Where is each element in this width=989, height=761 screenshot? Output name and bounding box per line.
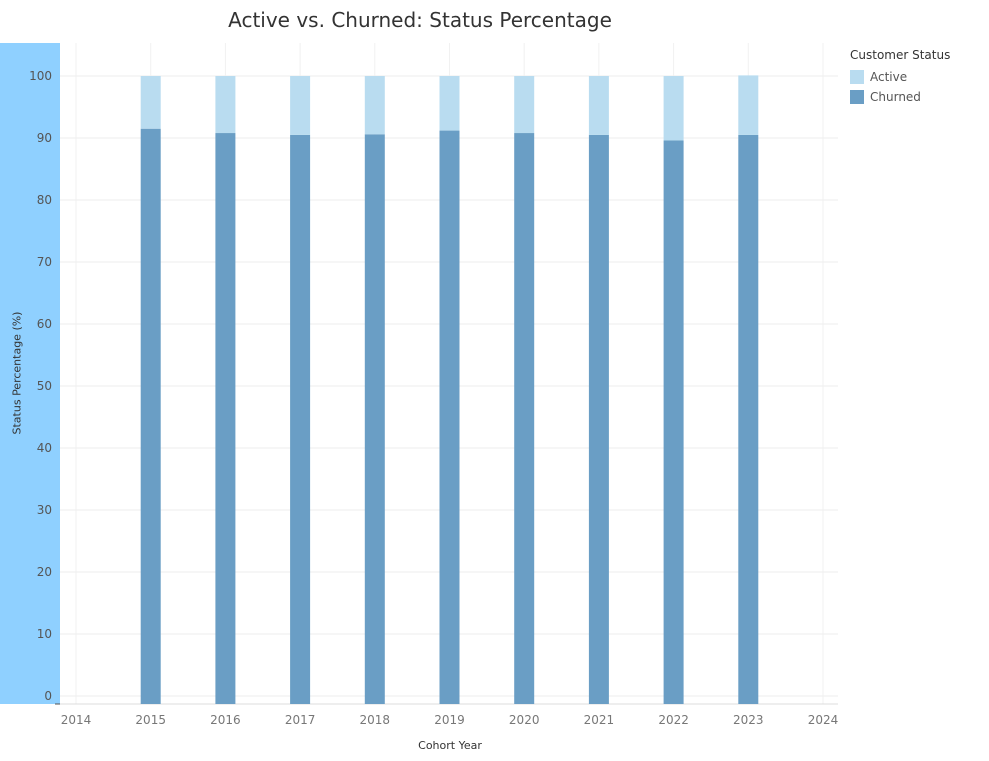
bar-active-2022 <box>663 76 684 141</box>
x-tick-label: 2024 <box>808 713 839 727</box>
x-tick-label: 2023 <box>733 713 764 727</box>
bar-churned-2017 <box>290 134 311 704</box>
x-tick-label: 2019 <box>434 713 465 727</box>
bar-active-2016 <box>215 76 236 134</box>
bar-churned-2019 <box>439 130 460 704</box>
y-tick-label: 70 <box>37 255 52 269</box>
y-tick-label: 100 <box>29 69 52 83</box>
x-tick-label: 2020 <box>509 713 540 727</box>
y-tick-label: 60 <box>37 317 52 331</box>
chart-title: Active vs. Churned: Status Percentage <box>228 8 612 32</box>
legend-swatch-churned <box>850 90 864 104</box>
legend: Customer Status Active Churned <box>850 48 950 107</box>
x-tick-label: 2016 <box>210 713 241 727</box>
legend-item-churned[interactable]: Churned <box>850 87 950 107</box>
bar-churned-2015 <box>140 128 161 704</box>
legend-item-active[interactable]: Active <box>850 67 950 87</box>
bar-active-2018 <box>364 76 385 135</box>
y-tick-label: 40 <box>37 441 52 455</box>
bar-churned-2016 <box>215 133 236 705</box>
bar-active-2017 <box>290 76 311 135</box>
y-tick-label: 30 <box>37 503 52 517</box>
bar-active-2020 <box>514 76 535 134</box>
y-tick-label: 10 <box>37 627 52 641</box>
plot-area: 0 10 20 30 40 50 60 70 80 90 100 2014 2015 2016 2017 20… <box>29 43 839 727</box>
x-tick-label: 2018 <box>360 713 391 727</box>
legend-title: Customer Status <box>850 48 951 62</box>
x-tick-label: 2015 <box>135 713 166 727</box>
x-tick-label: 2014 <box>61 713 92 727</box>
y-tick-label: 0 <box>44 689 52 703</box>
bar-churned-2018 <box>364 134 385 704</box>
bar-churned-2022 <box>663 140 684 705</box>
y-tick-label: 80 <box>37 193 52 207</box>
x-tick-label: 2022 <box>658 713 689 727</box>
y-tick-label: 20 <box>37 565 52 579</box>
legend-label-active: Active <box>870 70 908 84</box>
legend-swatch-active <box>850 70 864 84</box>
x-tick-label: 2017 <box>285 713 316 727</box>
legend-label-churned: Churned <box>870 90 921 104</box>
bar-active-2021 <box>588 76 609 135</box>
bar-active-2019 <box>439 76 460 131</box>
bar-churned-2020 <box>514 133 535 705</box>
bar-churned-2021 <box>588 134 609 704</box>
bar-churned-2023 <box>738 134 759 704</box>
y-axis-band <box>0 43 60 704</box>
bar-active-2023 <box>738 75 759 135</box>
bar-active-2015 <box>140 76 161 129</box>
y-tick-label: 90 <box>37 131 52 145</box>
y-tick-label: 50 <box>37 379 52 393</box>
x-axis-label: Cohort Year <box>418 739 482 752</box>
x-tick-label: 2021 <box>584 713 615 727</box>
